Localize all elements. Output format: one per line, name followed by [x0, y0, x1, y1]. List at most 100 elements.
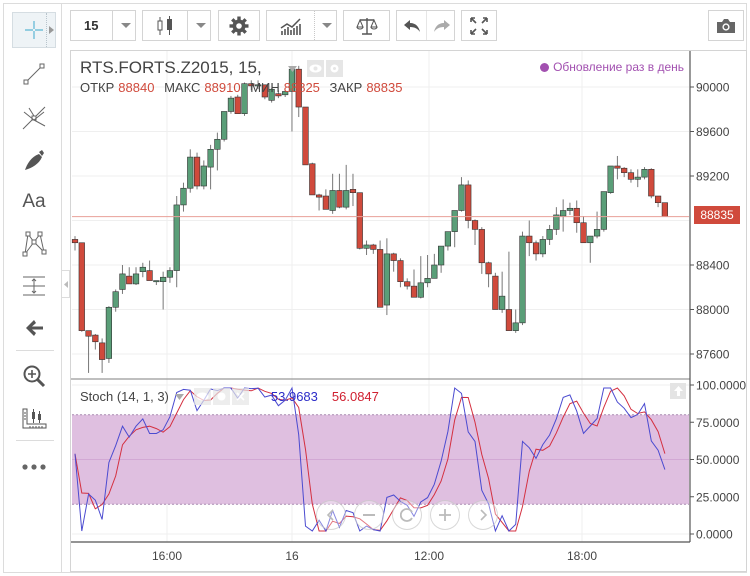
- svg-text:16:00: 16:00: [152, 549, 182, 563]
- measure-icon: [23, 276, 45, 296]
- collapse-toolbar-handle[interactable]: [62, 270, 70, 298]
- chevron-down-icon[interactable]: [288, 65, 297, 72]
- svg-text:18:00: 18:00: [567, 549, 597, 563]
- zoom-in-button[interactable]: [430, 500, 460, 530]
- arrow-left-icon: [26, 320, 43, 336]
- undo-button[interactable]: [397, 11, 426, 40]
- open-value: 88840: [118, 80, 155, 95]
- svg-text:75.0000: 75.0000: [696, 416, 740, 430]
- stoch-k-value: 53.9683: [270, 389, 318, 404]
- indicators-icon: [280, 17, 301, 35]
- brush-tool[interactable]: [12, 142, 56, 178]
- zoom-out-button[interactable]: [354, 500, 384, 530]
- low-label: МИН: [250, 80, 280, 95]
- visibility-toggle[interactable]: [307, 60, 324, 77]
- camera-icon: [717, 18, 735, 33]
- scroll-right-button[interactable]: [468, 500, 498, 530]
- svg-text:88000: 88000: [696, 303, 730, 317]
- high-value: 88910: [204, 80, 241, 95]
- indicator-settings-button[interactable]: [212, 388, 230, 405]
- close-value: 88835: [366, 80, 403, 95]
- chevron-down-icon: [121, 23, 131, 28]
- chevron-down-icon[interactable]: [174, 393, 184, 400]
- svg-text:16: 16: [285, 549, 299, 563]
- svg-text:50.0000: 50.0000: [696, 453, 740, 467]
- fullscreen-icon: [470, 16, 488, 35]
- undo-redo-group: [396, 10, 455, 41]
- reset-icon: [400, 508, 413, 522]
- chart-canvas[interactable]: 90000 89600 89200 88400 88000 87600 100.0000 75…: [71, 51, 748, 573]
- more-tools-button[interactable]: [12, 449, 56, 485]
- fullscreen-button[interactable]: [461, 10, 497, 41]
- symbol-title: RTS.FORTS.Z2015, 15,: [80, 58, 262, 77]
- chevron-left-icon: [326, 509, 334, 521]
- svg-text:89200: 89200: [696, 170, 730, 184]
- chevron-down-icon: [196, 23, 206, 28]
- svg-text:87600: 87600: [696, 348, 730, 362]
- settings-button[interactable]: [218, 10, 260, 41]
- brush-icon: [25, 150, 44, 170]
- svg-text:12:00: 12:00: [414, 549, 444, 563]
- screenshot-button[interactable]: [708, 10, 744, 41]
- scroll-left-button[interactable]: [316, 500, 346, 530]
- toolbar-divider: [16, 440, 54, 441]
- candlestick-icon: [157, 15, 172, 35]
- update-note-text: Обновление раз в день: [553, 60, 684, 74]
- reset-button[interactable]: [392, 500, 422, 530]
- chart-ruler-tool[interactable]: [12, 400, 56, 436]
- redo-icon: [433, 19, 450, 32]
- gear-icon: [330, 64, 339, 73]
- svg-text:88400: 88400: [696, 259, 730, 273]
- zoom-in-tool[interactable]: [12, 358, 56, 394]
- undo-icon: [403, 19, 420, 32]
- pitchfork-tool[interactable]: [12, 100, 56, 136]
- stoch-title: Stoch (14, 1, 3): [80, 389, 169, 404]
- candle-ruler-icon: [22, 408, 47, 429]
- crosshair-icon: [25, 21, 43, 39]
- close-label: ЗАКР: [329, 80, 363, 95]
- more-icon: [22, 464, 46, 470]
- indicators-selector[interactable]: [266, 10, 337, 41]
- stoch-legend: Stoch (14, 1, 3) 53.9683 56.0847: [80, 388, 379, 405]
- last-price-label: 88835: [694, 206, 740, 224]
- toolbar-divider: [16, 350, 54, 351]
- compare-button[interactable]: [343, 10, 390, 41]
- chart-container[interactable]: 90000 89600 89200 88400 88000 87600 100.0000 75…: [70, 50, 747, 572]
- tool-submenu-arrow[interactable]: [46, 13, 55, 47]
- pattern-icon: [22, 231, 47, 257]
- stoch-d-value: 56.0847: [331, 389, 379, 404]
- gear-icon: [217, 392, 226, 401]
- text-icon: Aa: [22, 191, 46, 212]
- gear-icon: [229, 16, 249, 35]
- status-dot-icon: [540, 62, 550, 72]
- trend-line-icon: [23, 63, 45, 85]
- update-frequency-note: Обновление раз в день: [540, 60, 684, 74]
- scales-icon: [355, 17, 378, 35]
- close-icon: [236, 392, 245, 401]
- crosshair-tool[interactable]: [12, 12, 56, 48]
- ohlc-values: ОТКР 88840 МАКС 88910 МИН 88825 ЗАКР 88835: [80, 80, 408, 95]
- visibility-toggle[interactable]: [193, 388, 211, 405]
- text-tool[interactable]: Aa: [12, 184, 56, 220]
- measure-tool[interactable]: [12, 268, 56, 304]
- zoom-in-icon: [23, 365, 46, 388]
- high-label: МАКС: [164, 80, 201, 95]
- maximize-pane-button[interactable]: [670, 383, 686, 399]
- remove-drawings-tool[interactable]: [12, 310, 56, 346]
- plus-icon: [439, 509, 451, 521]
- chart-type-selector[interactable]: [142, 10, 211, 41]
- series-settings-button[interactable]: [326, 60, 343, 77]
- top-toolbar: 15: [63, 4, 747, 48]
- remove-indicator-button[interactable]: [231, 388, 249, 405]
- redo-button[interactable]: [427, 11, 456, 40]
- svg-text:0.0000: 0.0000: [696, 528, 733, 542]
- eye-icon: [196, 392, 209, 401]
- trend-line-tool[interactable]: [12, 56, 56, 92]
- eye-icon: [309, 64, 322, 73]
- pitchfork-icon: [22, 106, 46, 130]
- interval-selector[interactable]: 15: [70, 10, 136, 41]
- interval-value: 15: [84, 18, 99, 33]
- arrow-up-icon: [673, 386, 683, 396]
- chevron-down-icon: [322, 23, 332, 28]
- pattern-tool[interactable]: [12, 226, 56, 262]
